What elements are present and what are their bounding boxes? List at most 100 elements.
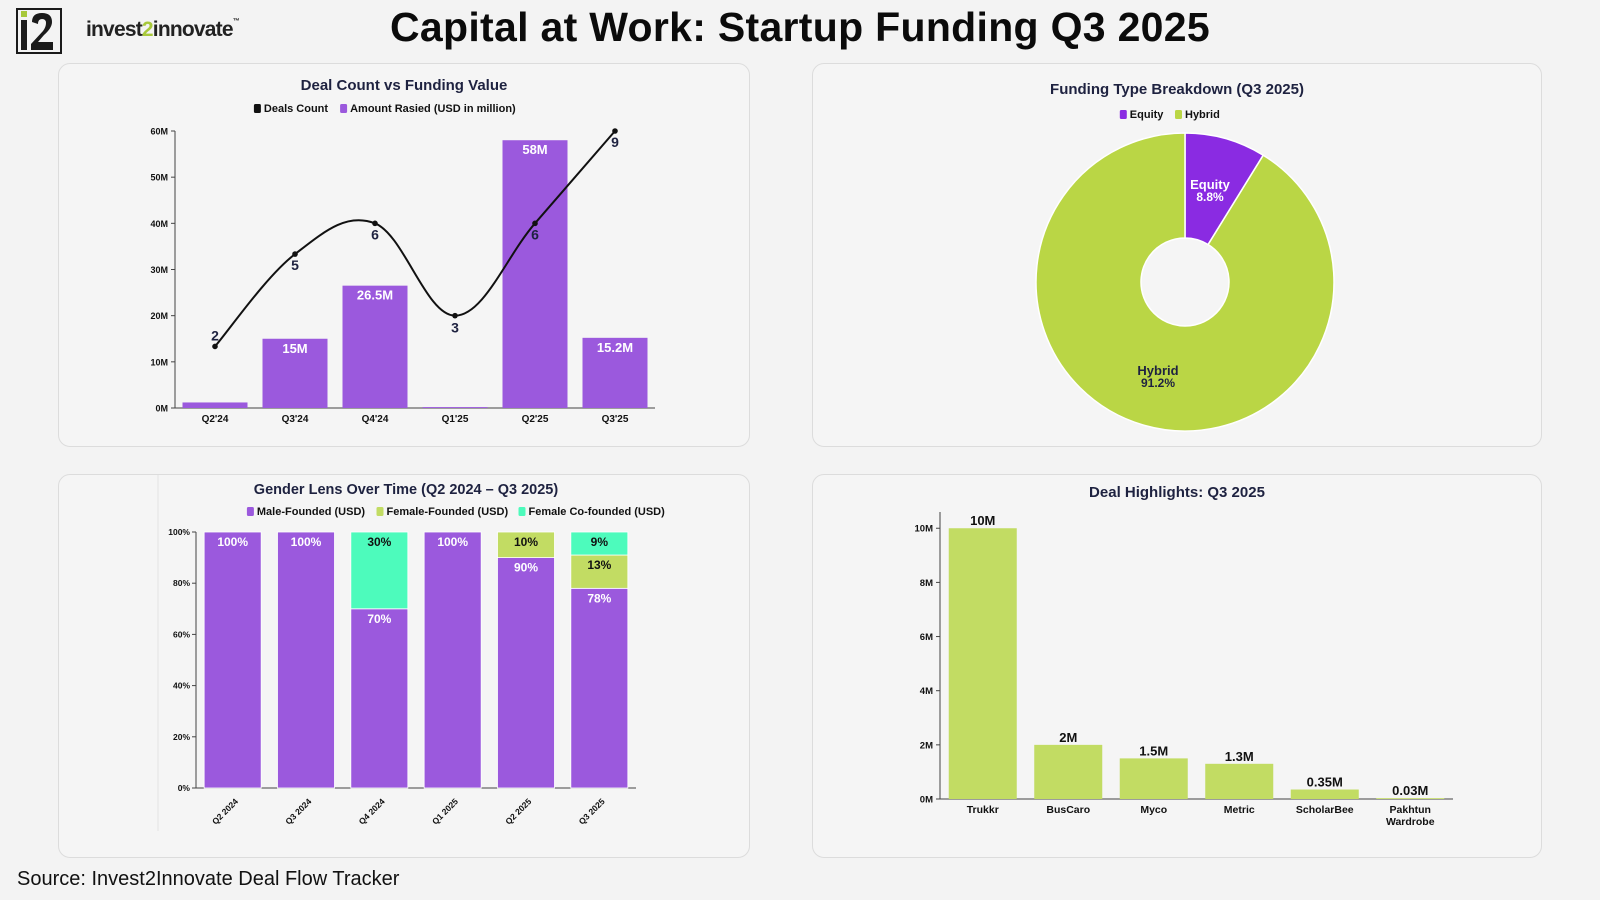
segment-value-label: 70%: [367, 612, 391, 626]
deal-bar: [1119, 758, 1188, 799]
segment-value-label: 100%: [437, 535, 468, 549]
segment-value-label: 100%: [291, 535, 322, 549]
bar-value-label: 0.35M: [1307, 775, 1343, 790]
segment-value-label: 100%: [217, 535, 248, 549]
y-tick-label: 60%: [173, 629, 190, 639]
legend-label: Male-Founded (USD): [257, 506, 365, 518]
segment-value-label: 30%: [367, 535, 391, 549]
deals-count-point: [372, 220, 378, 227]
x-tick-label: Wardrobe: [1386, 816, 1435, 828]
x-tick-label: Q3 2025: [577, 796, 607, 826]
x-tick-label: Trukkr: [967, 804, 999, 816]
x-tick-label: Q1 2025: [430, 796, 460, 826]
slice-label-name: Equity: [1190, 177, 1230, 192]
legend-swatch: [340, 104, 348, 113]
bar-value-label: 0.03M: [1392, 783, 1428, 798]
stacked-bar-segment: [497, 531, 555, 559]
stacked-bar-segment: [350, 531, 409, 610]
y-tick-label: 80%: [173, 578, 190, 588]
legend-swatch: [518, 507, 526, 516]
legend-label: Deals Count: [264, 103, 329, 115]
bar-value-label: 15M: [282, 341, 307, 356]
deal-bar: [1034, 744, 1103, 799]
legend-label: Amount Rasied (USD in million): [350, 103, 516, 115]
pie-slice-hybrid: [1035, 132, 1335, 432]
deals-count-point: [212, 343, 218, 350]
y-tick-label: 50M: [150, 173, 168, 183]
deals-count-label: 6: [371, 226, 379, 242]
deals-count-label: 6: [531, 226, 539, 242]
y-tick-label: 20M: [150, 311, 168, 321]
y-tick-label: 60M: [150, 127, 168, 137]
deal-highlights-chart: Deal Highlights: Q3 2025 0M 2M 4M 6M 8M 10M 10M…: [915, 484, 1453, 828]
y-tick-label: 40M: [150, 219, 168, 229]
bar-value-label: 1.5M: [1139, 743, 1168, 758]
chart-title: Deal Count vs Funding Value: [301, 77, 508, 94]
stacked-bar-segment: [203, 531, 262, 789]
stacked-bar-segment: [497, 557, 555, 789]
gender-lens-chart-panel: Gender Lens Over Time (Q2 2024 – Q3 2025…: [58, 474, 750, 858]
funding-bar: [502, 140, 568, 408]
x-tick-label: Q3'25: [602, 414, 629, 425]
deals-count-line: [214, 130, 616, 348]
funding-type-breakdown-chart: Funding Type Breakdown (Q3 2025) Equity Hy…: [1035, 81, 1335, 432]
stacked-bar-segment: [570, 531, 629, 556]
chart-title: Deal Highlights: Q3 2025: [1089, 484, 1265, 501]
deals-count-label: 2: [211, 327, 219, 343]
segment-value-label: 13%: [587, 558, 611, 572]
legend-label: Equity: [1130, 109, 1164, 121]
deals-count-point: [532, 220, 538, 227]
x-tick-label: Q2'24: [202, 414, 229, 425]
x-tick-label: Q3 2024: [283, 796, 313, 826]
deals-count-label: 5: [291, 257, 299, 273]
y-tick-label: 0M: [155, 404, 168, 414]
stacked-bar-segment: [350, 608, 409, 789]
x-tick-label: BusCaro: [1046, 804, 1090, 816]
x-tick-label: Q2 2025: [503, 796, 533, 826]
page-title: Capital at Work: Startup Funding Q3 2025: [390, 4, 1210, 50]
funding-bar: [582, 337, 648, 408]
y-tick-label: 10M: [150, 357, 168, 367]
x-tick-label: Q4'24: [362, 414, 389, 425]
x-tick-label: Myco: [1140, 804, 1167, 816]
stacked-bar-segment: [570, 554, 629, 589]
legend-label: Hybrid: [1185, 109, 1220, 121]
y-tick-label: 0M: [920, 795, 933, 806]
x-tick-label: Q1'25: [442, 414, 469, 425]
segment-value-label: 90%: [514, 561, 538, 575]
legend-swatch: [253, 104, 261, 113]
y-tick-label: 100%: [168, 527, 190, 537]
y-tick-label: 20%: [173, 732, 190, 742]
deal-highlights-chart-panel: Deal Highlights: Q3 2025 0M 2M 4M 6M 8M 10M 10M…: [812, 474, 1542, 858]
bar-value-label: 58M: [522, 142, 547, 157]
bar-value-label: 1.3M: [1225, 749, 1254, 764]
x-tick-label: Q4 2024: [357, 796, 387, 826]
legend-swatch: [1119, 110, 1127, 119]
segment-value-label: 9%: [591, 535, 609, 549]
segment-value-label: 10%: [514, 535, 538, 549]
legend-swatch: [246, 507, 254, 516]
funding-bar: [262, 338, 328, 408]
slice-label-value: 8.8%: [1196, 190, 1224, 204]
deals-count-point: [452, 312, 458, 319]
x-tick-label: Metric: [1224, 804, 1255, 816]
deal-count-chart-panel: Deal Count vs Funding Value Deals Count Am…: [58, 63, 750, 447]
x-tick-label: ScholarBee: [1296, 804, 1354, 816]
deals-count-point: [292, 251, 298, 257]
y-tick-label: 8M: [920, 578, 933, 589]
stacked-bar-segment: [570, 587, 629, 789]
chart-title: Funding Type Breakdown (Q3 2025): [1050, 81, 1304, 98]
slice-label-value: 91.2%: [1141, 376, 1175, 390]
legend-label: Female-Founded (USD): [387, 506, 509, 518]
y-tick-label: 4M: [920, 686, 933, 697]
i2-logo-icon: [16, 8, 62, 54]
y-tick-label: 6M: [920, 632, 933, 643]
y-tick-label: 2M: [920, 740, 933, 751]
bar-value-label: 15.2M: [597, 340, 633, 355]
stacked-bar-segment: [277, 531, 335, 789]
segment-value-label: 78%: [587, 591, 611, 605]
deals-count-label: 9: [611, 134, 619, 150]
deal-bar: [948, 528, 1017, 799]
y-tick-label: 0%: [178, 783, 191, 793]
deals-count-label: 3: [451, 320, 459, 336]
